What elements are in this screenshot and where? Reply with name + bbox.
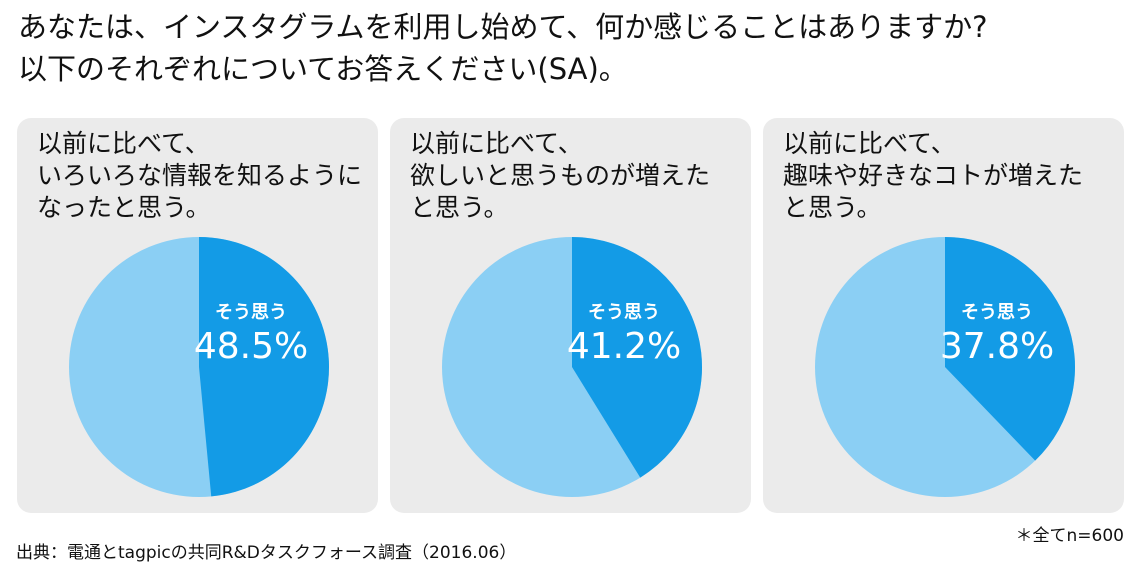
pie-slice-yes	[199, 237, 330, 497]
slice-value: 37.8%	[939, 326, 1055, 367]
slice-category: そう思う	[588, 302, 660, 323]
pie-slice-yes	[572, 237, 703, 478]
pie-chart	[69, 237, 330, 497]
pie-chart	[815, 237, 1075, 497]
slice-value: 41.2%	[566, 326, 682, 367]
slice-label: そう思う 48.5%	[181, 298, 321, 367]
pie-title: 以前に比べて、 欲しいと思うものが増えた と思う。	[410, 129, 711, 222]
page-title: あなたは、インスタグラムを利用し始めて、何か感じることはありますか? 以下のそれぞ…	[18, 6, 988, 90]
pie-slice-yes	[945, 237, 1075, 461]
pie-title: 以前に比べて、 いろいろな情報を知るように なったと思う。	[37, 129, 363, 222]
pie-chart	[442, 237, 703, 497]
sample-size-note: ＊全てn=600	[1015, 526, 1124, 546]
pie-panel-wants: 以前に比べて、 欲しいと思うものが増えた と思う。 そう思う 41.2%	[390, 118, 751, 513]
title-line-2: 以下のそれぞれについてお答えください(SA)。	[18, 52, 628, 86]
slice-category: そう思う	[215, 302, 287, 323]
slice-label: そう思う 41.2%	[554, 298, 694, 367]
source-citation: 出典：電通とtagpicの共同R&Dタスクフォース調査（2016.06）	[16, 543, 517, 563]
slice-category: そう思う	[961, 302, 1033, 323]
title-line-1: あなたは、インスタグラムを利用し始めて、何か感じることはありますか?	[18, 10, 988, 44]
slice-value: 48.5%	[193, 326, 309, 367]
pie-title: 以前に比べて、 趣味や好きなコトが増えた と思う。	[783, 129, 1084, 222]
slice-label: そう思う 37.8%	[927, 298, 1067, 367]
pie-panel-info: 以前に比べて、 いろいろな情報を知るように なったと思う。 そう思う 48.5%	[17, 118, 378, 513]
pie-panel-hobbies: 以前に比べて、 趣味や好きなコトが増えた と思う。 そう思う 37.8%	[763, 118, 1124, 513]
